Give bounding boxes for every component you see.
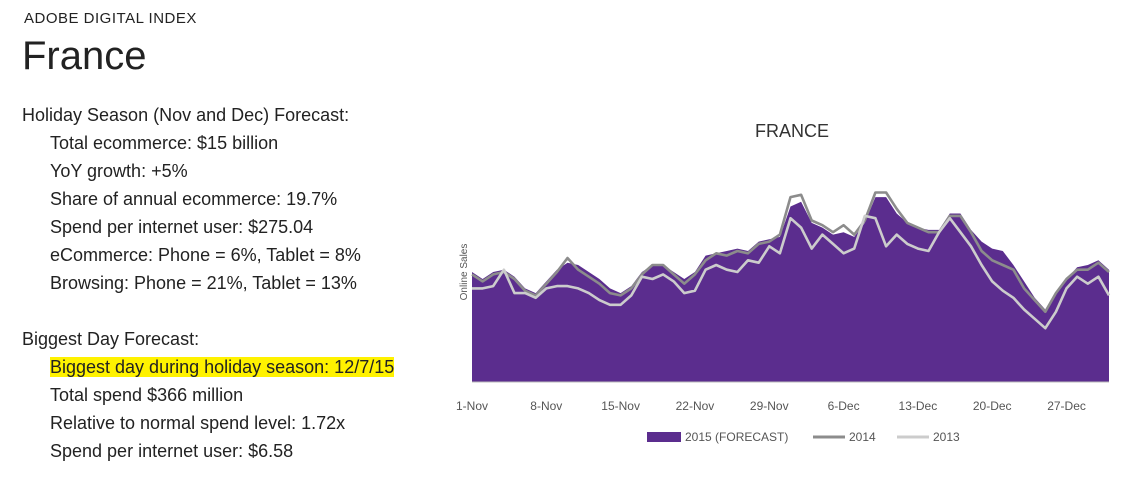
x-tick-label: 20-Dec: [973, 399, 1012, 413]
x-tick-label: 13-Dec: [899, 399, 938, 413]
legend-label-2015-forecast: 2015 (FORECAST): [685, 430, 788, 444]
brand-label: ADOBE DIGITAL INDEX: [24, 10, 197, 27]
x-tick-label: 15-Nov: [601, 399, 640, 413]
x-axis-ticks: 1-Nov 8-Nov 15-Nov 22-Nov 29-Nov 6-Dec 13-Dec 2…: [456, 399, 1086, 413]
series-line-2014: [471, 191, 1110, 314]
biggest-day-item-total-spend: Total spend $366 million: [50, 385, 244, 405]
forecast-item-ecommerce-devices: eCommerce: Phone = 6%, Tablet = 8%: [50, 245, 361, 265]
page-title: France: [22, 34, 147, 78]
biggest-day-section: Biggest Day Forecast: Biggest day during…: [22, 325, 395, 465]
legend-label-2013: 2013: [933, 430, 960, 444]
x-tick-label: 29-Nov: [750, 399, 789, 413]
highlighted-text: Biggest day during holiday season: 12/7/…: [50, 357, 395, 377]
x-tick-label: 22-Nov: [676, 399, 715, 413]
x-tick-label: 1-Nov: [456, 399, 488, 413]
chart-legend: 2015 (FORECAST) 2014 2013: [647, 430, 960, 444]
series-line-2013: [472, 214, 1111, 330]
legend-swatch-2015-forecast: [647, 432, 681, 442]
biggest-day-item-relative-spend: Relative to normal spend level: 1.72x: [50, 413, 346, 433]
forecast-item-yoy-growth: YoY growth: +5%: [50, 161, 188, 181]
chart-title: FRANCE: [755, 121, 829, 141]
forecast-item-share-annual: Share of annual ecommerce: 19.7%: [50, 189, 338, 209]
plot-area: [471, 191, 1111, 383]
forecast-item-total-ecommerce: Total ecommerce: $15 billion: [50, 133, 279, 153]
y-axis-label: Online Sales: [459, 244, 470, 301]
biggest-day-heading: Biggest Day Forecast:: [22, 329, 200, 349]
x-tick-label: 27-Dec: [1047, 399, 1086, 413]
holiday-forecast-section: Holiday Season (Nov and Dec) Forecast: T…: [22, 101, 361, 297]
online-sales-chart: FRANCE Online Sales 1-Nov 8-Nov 15-Nov 22-N…: [456, 121, 1111, 444]
biggest-day-item-spend-per-user: Spend per internet user: $6.58: [50, 441, 294, 461]
series-area-2015-forecast: [472, 197, 1109, 382]
forecast-heading: Holiday Season (Nov and Dec) Forecast:: [22, 105, 350, 125]
x-tick-label: 6-Dec: [828, 399, 860, 413]
legend-label-2014: 2014: [849, 430, 876, 444]
forecast-item-spend-per-user: Spend per internet user: $275.04: [50, 217, 314, 237]
forecast-item-browsing-devices: Browsing: Phone = 21%, Tablet = 13%: [50, 273, 357, 293]
biggest-day-item-date: Biggest day during holiday season: 12/7/…: [22, 353, 395, 381]
x-tick-label: 8-Nov: [530, 399, 562, 413]
